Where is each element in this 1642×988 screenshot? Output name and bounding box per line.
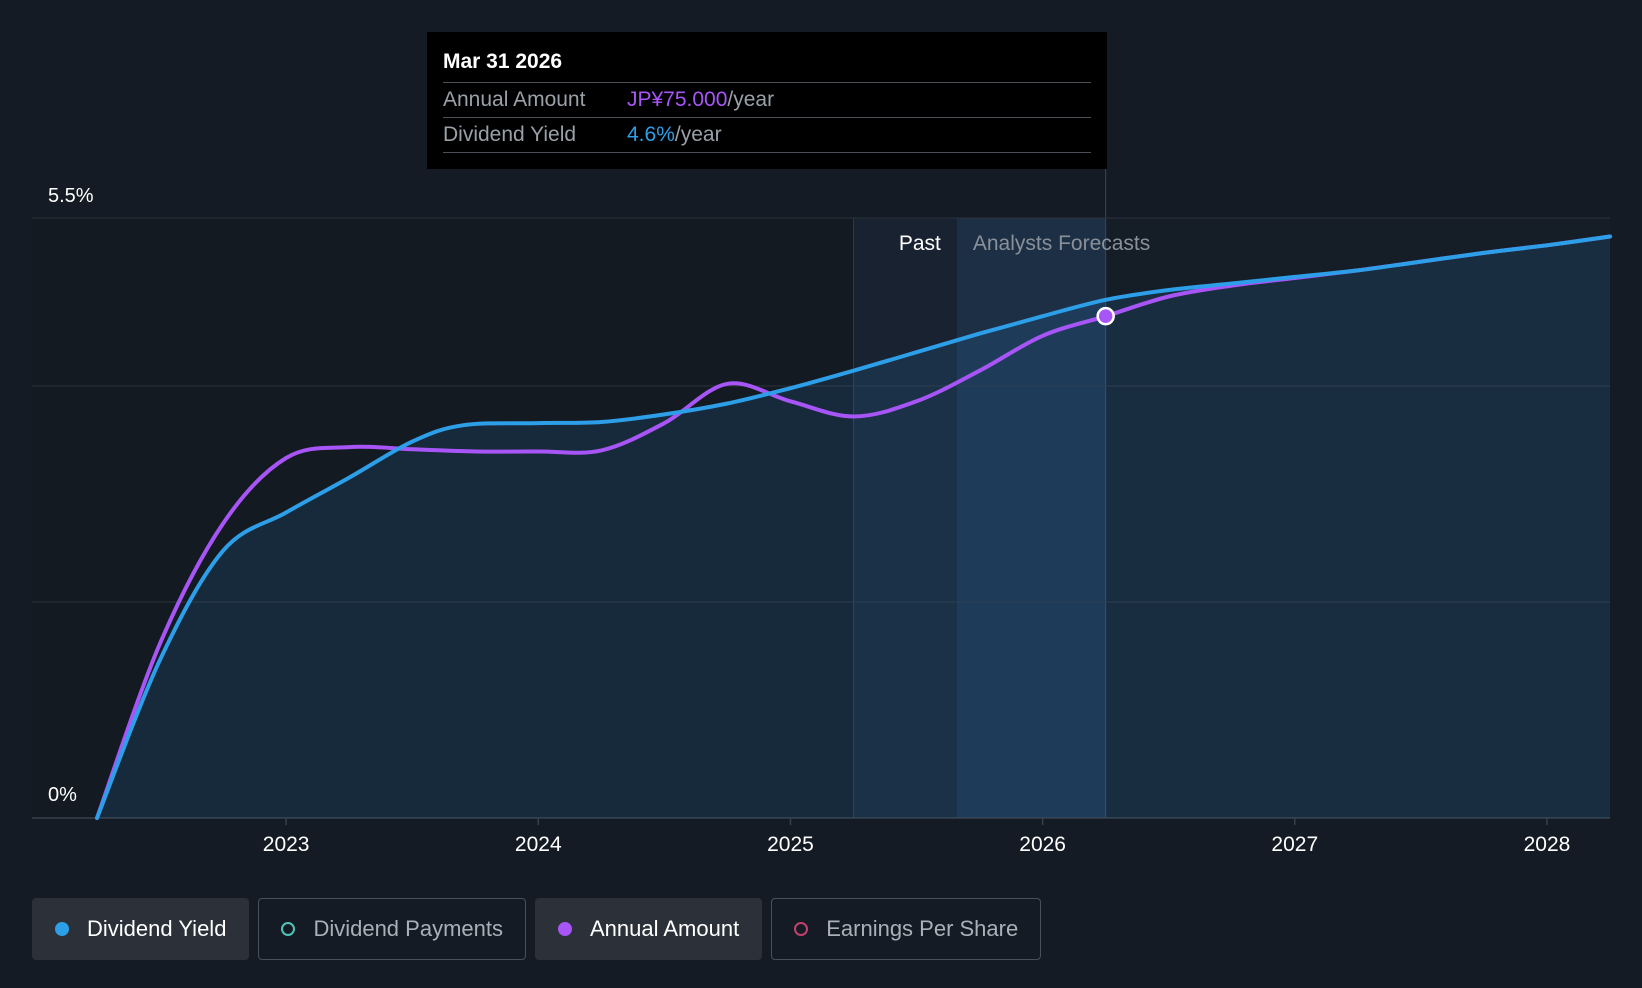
tooltip-row-annual-amount: Annual Amount JP¥75.000 /year <box>443 82 1091 117</box>
tooltip-value: 4.6% <box>627 123 675 146</box>
tooltip-date: Mar 31 2026 <box>443 50 563 73</box>
legend-dot-icon <box>557 922 572 936</box>
x-tick-label: 2025 <box>767 833 814 856</box>
legend-annual-amount[interactable]: Annual Amount <box>534 898 763 960</box>
x-tick-label: 2024 <box>515 833 562 856</box>
legend-label: Annual Amount <box>589 916 740 941</box>
future-band <box>1105 218 1610 818</box>
tooltip-label: Dividend Yield <box>443 123 577 146</box>
legend-dividend-yield[interactable]: Dividend Yield <box>32 898 250 960</box>
chart-tooltip: Mar 31 2026 Annual Amount JP¥75.000 /yea… <box>427 32 1107 169</box>
legend-dividend-payments[interactable]: Dividend Payments <box>258 898 526 960</box>
tooltip-unit: /year <box>727 88 775 111</box>
x-tick-label: 2026 <box>1019 833 1066 856</box>
tooltip-value: JP¥75.000 <box>627 88 728 111</box>
legend-label: Dividend Payments <box>313 916 503 941</box>
legend-label: Dividend Yield <box>87 916 227 941</box>
dividend-yield-area <box>97 236 1610 818</box>
x-tick-label: 2023 <box>263 833 310 856</box>
past-band <box>853 218 957 818</box>
tooltip-unit: /year <box>674 123 722 146</box>
legend-dot-icon <box>55 922 69 936</box>
past-label: Past <box>899 232 941 255</box>
history-band <box>32 218 854 818</box>
x-tick-label: 2027 <box>1271 833 1318 856</box>
legend-dot-icon <box>794 922 809 936</box>
legend-earnings-per-share[interactable]: Earnings Per Share <box>771 898 1042 960</box>
highlight-point <box>1096 306 1115 326</box>
tooltip-label: Annual Amount <box>443 88 586 111</box>
legend-label: Earnings Per Share <box>826 916 1019 941</box>
dividend-yield-line <box>95 234 1612 820</box>
y-tick-label: 5.5% <box>48 185 94 207</box>
y-tick-label: 0% <box>48 784 77 806</box>
x-tick-label: 2028 <box>1524 833 1571 856</box>
tooltip-row-dividend-yield: Dividend Yield 4.6% /year <box>443 117 1091 153</box>
legend-dot-icon <box>281 922 296 936</box>
analysts-forecasts-label: Analysts Forecasts <box>973 232 1150 255</box>
chart-legend: Dividend Yield Dividend Payments Annual … <box>32 898 1042 960</box>
